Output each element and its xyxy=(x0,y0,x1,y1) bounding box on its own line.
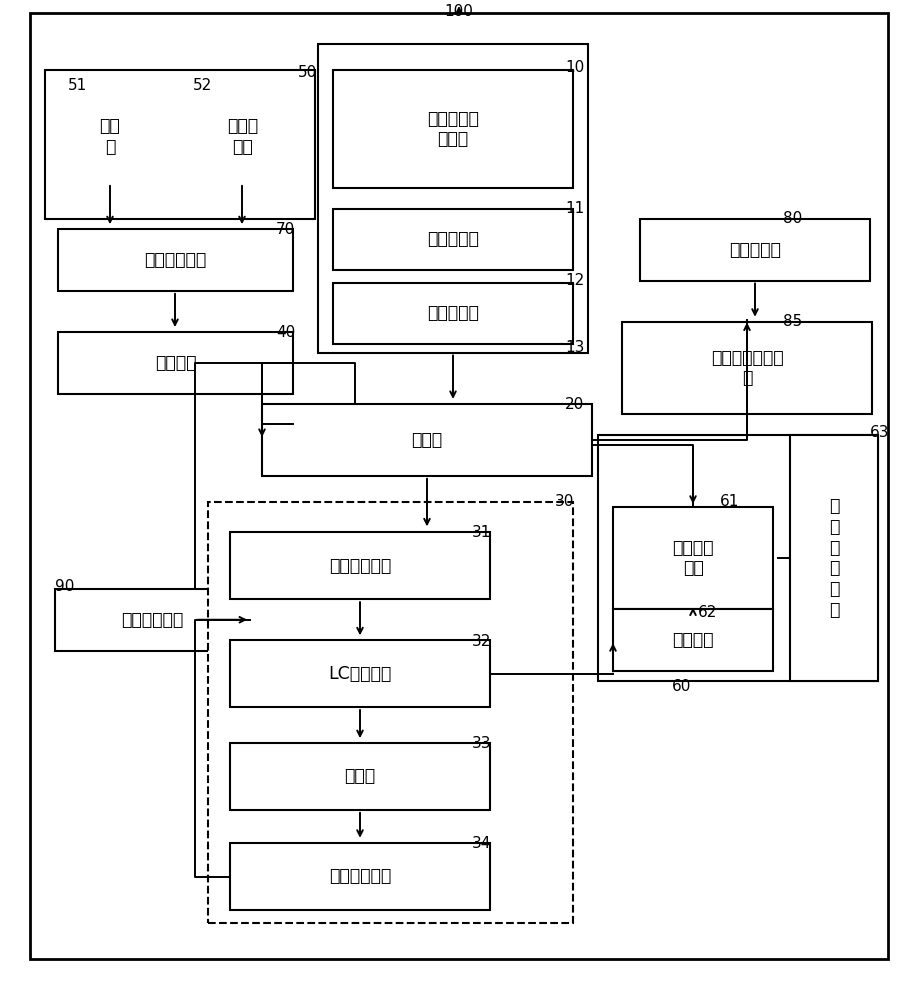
Text: 电源接
入口: 电源接 入口 xyxy=(227,117,258,156)
Text: 电源管理电路: 电源管理电路 xyxy=(144,251,207,269)
Text: 34: 34 xyxy=(472,836,491,851)
FancyBboxPatch shape xyxy=(598,435,878,681)
Text: 液体输出量调节
件: 液体输出量调节 件 xyxy=(711,349,783,387)
FancyBboxPatch shape xyxy=(60,90,160,183)
Text: 10: 10 xyxy=(565,60,584,75)
Text: 50: 50 xyxy=(298,65,318,80)
FancyBboxPatch shape xyxy=(45,70,315,219)
Text: 63: 63 xyxy=(870,425,890,440)
FancyBboxPatch shape xyxy=(333,209,573,270)
FancyBboxPatch shape xyxy=(30,13,888,959)
FancyBboxPatch shape xyxy=(55,589,250,651)
Text: 80: 80 xyxy=(783,211,802,226)
FancyBboxPatch shape xyxy=(333,283,573,344)
Text: 30: 30 xyxy=(555,494,575,509)
Text: 输入保护模块: 输入保护模块 xyxy=(121,611,184,629)
Text: 升压控制
电路: 升压控制 电路 xyxy=(672,539,714,577)
FancyBboxPatch shape xyxy=(230,532,490,599)
Text: 90: 90 xyxy=(55,579,74,594)
Text: 32: 32 xyxy=(472,634,491,649)
Text: 61: 61 xyxy=(720,494,739,509)
FancyBboxPatch shape xyxy=(333,70,573,188)
Text: 51: 51 xyxy=(68,78,87,93)
FancyBboxPatch shape xyxy=(262,404,592,476)
Text: 摄像头单元: 摄像头单元 xyxy=(427,230,479,248)
FancyBboxPatch shape xyxy=(230,640,490,707)
FancyBboxPatch shape xyxy=(790,435,878,681)
Text: 70: 70 xyxy=(276,222,296,237)
FancyBboxPatch shape xyxy=(58,229,293,291)
FancyBboxPatch shape xyxy=(613,507,773,609)
FancyBboxPatch shape xyxy=(230,743,490,810)
FancyBboxPatch shape xyxy=(185,90,300,183)
Text: 控制器: 控制器 xyxy=(411,431,442,449)
Text: 85: 85 xyxy=(783,314,802,329)
Text: 12: 12 xyxy=(565,273,584,288)
Text: 62: 62 xyxy=(698,605,717,620)
Text: 皮肤阻抗检
测单元: 皮肤阻抗检 测单元 xyxy=(427,110,479,148)
Text: 升
压
反
馈
电
路: 升 压 反 馈 电 路 xyxy=(829,497,839,619)
Text: 超声头: 超声头 xyxy=(344,767,375,785)
FancyBboxPatch shape xyxy=(208,502,573,923)
Text: 液体输出器: 液体输出器 xyxy=(729,241,781,259)
FancyBboxPatch shape xyxy=(622,322,872,414)
Text: 输出反馈电路: 输出反馈电路 xyxy=(329,867,391,885)
FancyBboxPatch shape xyxy=(640,219,870,281)
FancyBboxPatch shape xyxy=(230,843,490,910)
FancyBboxPatch shape xyxy=(613,609,773,671)
Text: 11: 11 xyxy=(565,201,584,216)
FancyBboxPatch shape xyxy=(58,332,293,394)
FancyBboxPatch shape xyxy=(318,44,588,353)
Text: 降压模块: 降压模块 xyxy=(155,354,196,372)
Text: 升压电路: 升压电路 xyxy=(672,631,714,649)
Text: 52: 52 xyxy=(193,78,212,93)
Text: 31: 31 xyxy=(472,525,491,540)
Text: 调制控制电路: 调制控制电路 xyxy=(329,557,391,575)
Text: 颜色传感器: 颜色传感器 xyxy=(427,304,479,322)
Text: 100: 100 xyxy=(444,4,474,19)
Text: 40: 40 xyxy=(276,325,296,340)
Text: 60: 60 xyxy=(672,679,691,694)
Text: 20: 20 xyxy=(565,397,584,412)
Text: 13: 13 xyxy=(565,340,585,355)
Text: 33: 33 xyxy=(472,736,491,751)
Text: LC振荡电路: LC振荡电路 xyxy=(329,665,392,683)
Text: 电池
组: 电池 组 xyxy=(100,117,120,156)
